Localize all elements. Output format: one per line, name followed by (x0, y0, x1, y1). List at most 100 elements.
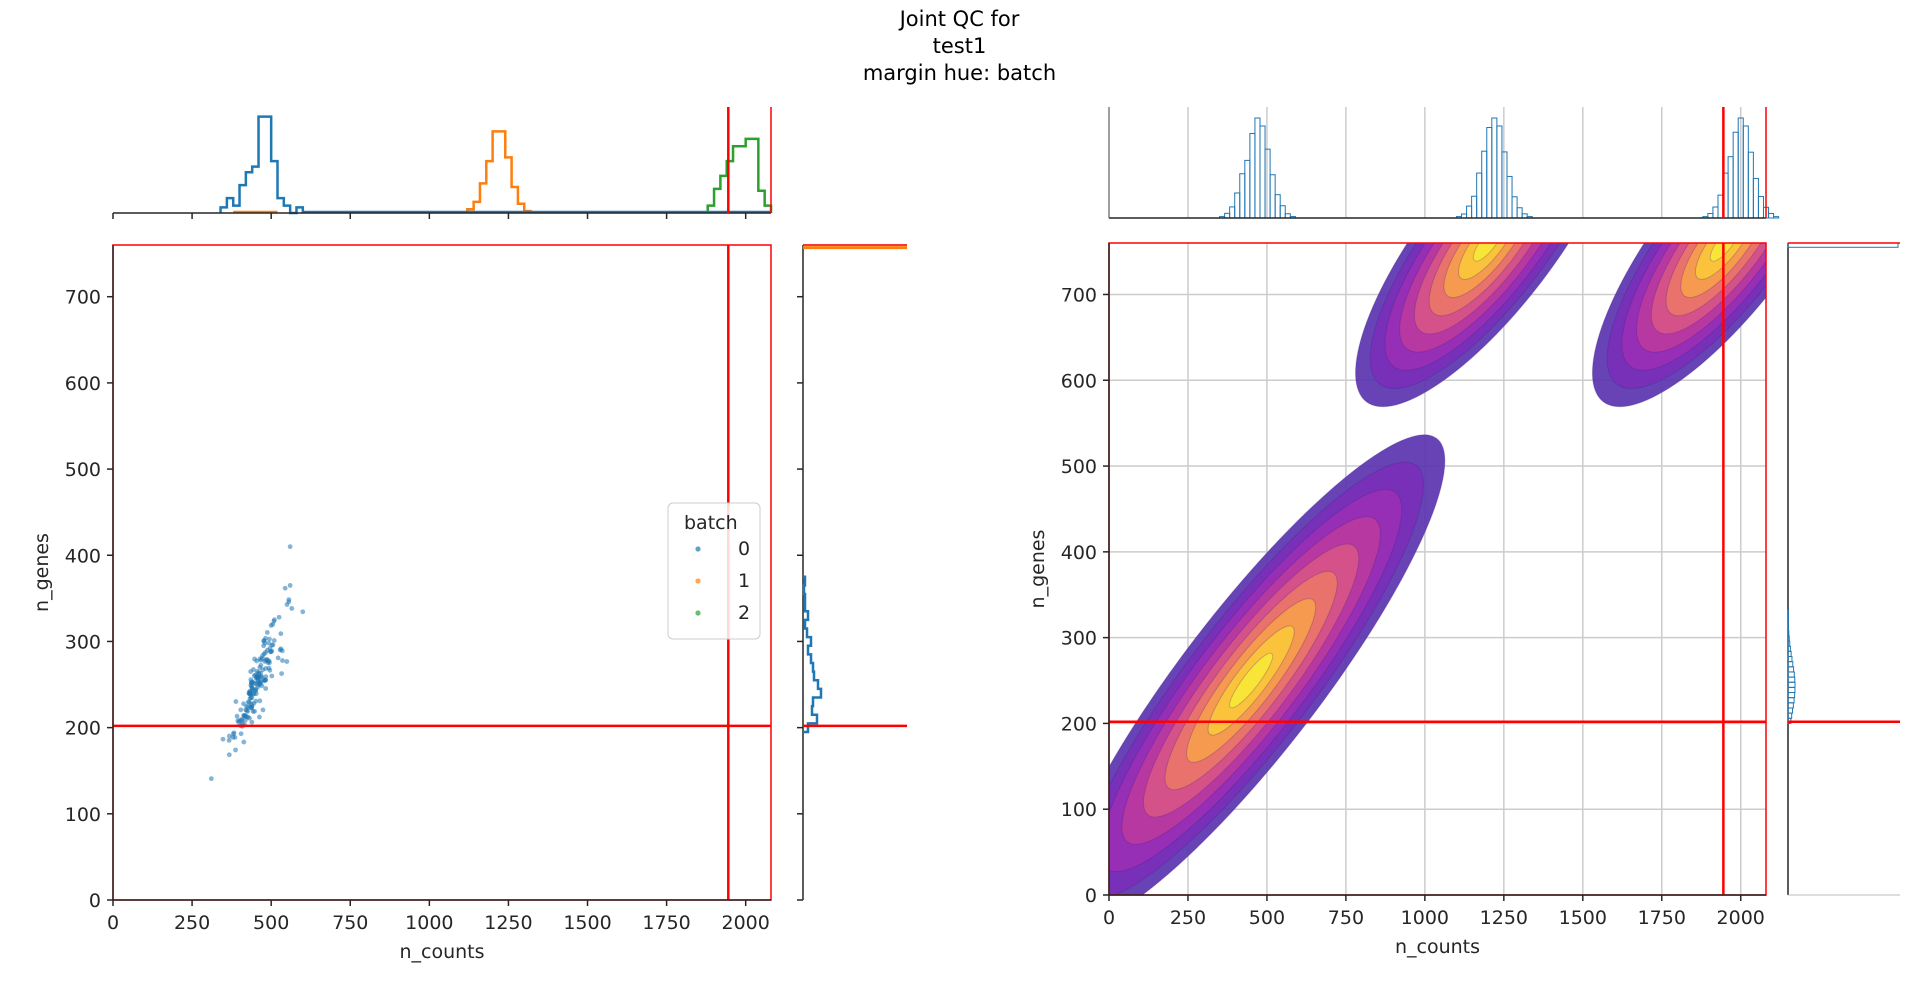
scatter-point (254, 681, 259, 687)
y-tick-label: 300 (1061, 628, 1097, 650)
right-hist-bar (1787, 686, 1796, 694)
legend-box (667, 502, 761, 640)
top-hist-bar (1274, 194, 1281, 219)
scatter-point (253, 691, 259, 697)
right-hist-bar (1787, 640, 1791, 647)
top-hist-bar (1732, 131, 1739, 219)
right-hist-bar (1787, 692, 1796, 699)
scatter-point (260, 707, 266, 713)
x-tick-label: 1500 (563, 912, 611, 934)
scatter-point (234, 713, 240, 719)
top-hist-bar (1244, 159, 1251, 219)
scatter-point (248, 677, 254, 683)
x-tick-label: 1750 (642, 912, 690, 934)
y-tick-label: 400 (1061, 542, 1097, 564)
scatter-point (268, 622, 274, 628)
y-tick-label: 100 (65, 804, 101, 826)
scatter-point (249, 695, 255, 701)
scatter-point (300, 609, 306, 615)
right-hist-bar (1787, 697, 1795, 704)
y-tick-label: 300 (65, 631, 101, 653)
scatter-point (257, 665, 263, 670)
right-hist-bar (1787, 609, 1789, 616)
scatter-point (269, 673, 275, 679)
top-hist-bar (1259, 125, 1266, 219)
scatter-point (208, 776, 214, 782)
right-hist-bar (1787, 650, 1792, 658)
scatter-point (242, 714, 248, 719)
right-hist-bar (1787, 671, 1795, 678)
scatter-point (226, 737, 232, 743)
scatter-point (248, 690, 254, 696)
scatter-point (238, 707, 244, 713)
top-hist-bar (1476, 172, 1483, 219)
top-hist-2 (706, 137, 773, 213)
scatter-point (272, 617, 277, 623)
y-axis-label: n_genes (1027, 530, 1049, 609)
x-tick-label: 500 (253, 912, 289, 934)
kde-contour (1709, 243, 1741, 262)
scatter-point (284, 659, 290, 664)
scatter-point (252, 708, 257, 714)
x-tick-label: 0 (107, 912, 119, 934)
x-tick-label: 1000 (1401, 907, 1449, 929)
legend-label-2: 2 (738, 602, 750, 624)
legend-title: batch (684, 512, 738, 534)
top-hist-bar (1727, 156, 1734, 219)
scatter-point (280, 658, 285, 663)
top-hist-bar (1757, 196, 1764, 219)
x-tick-label: 1250 (484, 912, 532, 934)
scatter-point (247, 715, 252, 721)
top-hist-bar (1511, 196, 1518, 219)
y-tick-label: 700 (1061, 284, 1097, 306)
y-tick-label: 700 (65, 287, 101, 309)
y-tick-label: 600 (65, 373, 101, 395)
scatter-point (262, 678, 267, 684)
top-hist-0 (219, 115, 305, 215)
x-tick-label: 750 (332, 912, 368, 934)
top-hist-bar (1486, 126, 1493, 219)
legend-marker-2 (695, 610, 701, 616)
scatter-point (238, 731, 244, 737)
x-tick-label: 2000 (1717, 907, 1765, 929)
y-tick-label: 200 (1061, 713, 1097, 735)
scatter-point (233, 699, 239, 704)
y-axis-label: n_genes (31, 533, 53, 612)
x-tick-label: 750 (1328, 907, 1364, 929)
scatter-point (282, 585, 288, 591)
legend-marker-0 (695, 546, 701, 552)
x-tick-label: 1750 (1638, 907, 1686, 929)
y-tick-label: 400 (65, 545, 101, 567)
top-hist-bar (1768, 213, 1775, 219)
top-hist-bar (1229, 206, 1236, 219)
scatter-point (269, 642, 275, 648)
scatter-point (261, 638, 267, 643)
right-hist-0 (802, 575, 823, 734)
scatter-point (262, 658, 268, 664)
x-tick-label: 2000 (722, 912, 770, 934)
title-line: test1 (932, 34, 987, 58)
top-hist-bar (1752, 177, 1759, 219)
y-tick-label: 200 (65, 718, 101, 740)
top-hist-bar (1279, 205, 1286, 219)
kde-contour (1229, 652, 1274, 709)
top-hist-bar (1466, 205, 1473, 219)
scatter-point (257, 698, 263, 704)
top-hist-bar (1249, 132, 1256, 219)
y-tick-label: 600 (1061, 370, 1097, 392)
right-hist-bar (1787, 630, 1790, 637)
top-hist-bar (1491, 117, 1498, 219)
scatter-point (256, 671, 262, 677)
top-hist-bar (1747, 151, 1754, 219)
x-axis-label: n_counts (1395, 936, 1480, 958)
top-hist-bar (1234, 192, 1241, 219)
right-hist-bar (1787, 625, 1790, 632)
right-hist-bar (1787, 702, 1794, 709)
kde-contour (1472, 243, 1504, 262)
scatter-point (230, 731, 236, 737)
right-hist-bar (1787, 666, 1795, 673)
top-hist-bar (1712, 206, 1719, 219)
scatter-point (257, 714, 262, 720)
x-axis-label: n_counts (399, 941, 484, 963)
